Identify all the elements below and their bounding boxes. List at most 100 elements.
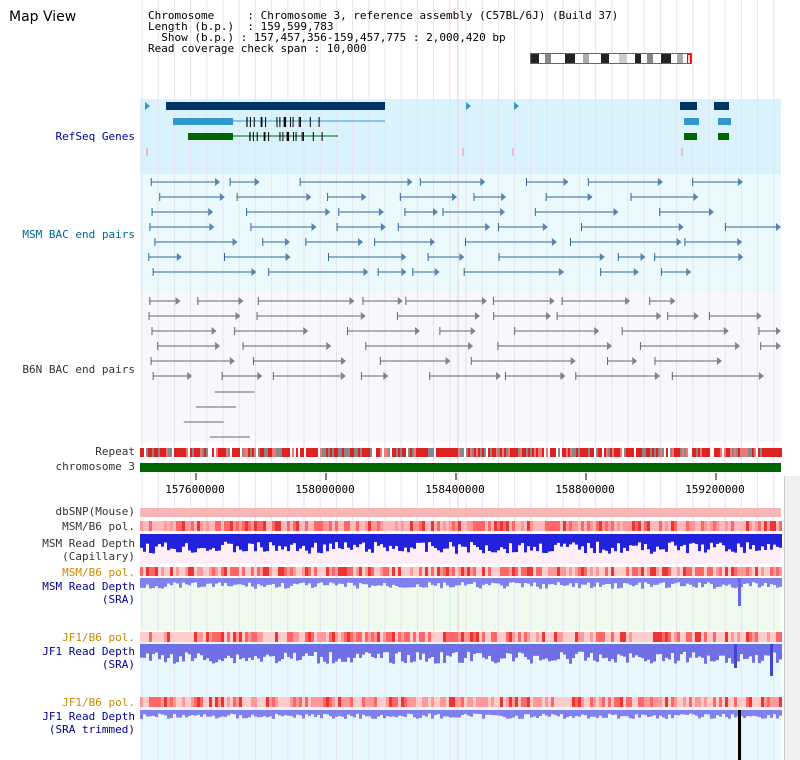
track-label-refseq[interactable]: RefSeq Genes — [55, 130, 135, 143]
repeat-block — [204, 448, 206, 457]
pol-cell — [722, 521, 725, 531]
pol-cell — [227, 697, 230, 707]
depth-bar — [638, 644, 641, 658]
repeat-block — [640, 448, 642, 457]
pol-cell — [440, 567, 443, 576]
depth-bar — [146, 644, 149, 654]
pol-cell — [746, 632, 749, 642]
depth-bar — [269, 578, 272, 585]
track-label-jf1-b6-pol[interactable]: JF1/B6 pol. — [62, 631, 135, 644]
depth-bar — [356, 644, 359, 654]
track-label-msm-bac[interactable]: MSM BAC end pairs — [22, 228, 135, 241]
track-label-msm-read-depth-sra[interactable]: MSM Read Depth — [42, 580, 135, 593]
repeat-block — [538, 448, 540, 457]
axis-tick-label: 159200000 — [685, 483, 745, 496]
depth-bar — [725, 578, 728, 586]
repeat-block — [722, 448, 724, 457]
depth-bar — [587, 578, 590, 583]
pol-cell — [320, 632, 323, 642]
pol-cell — [392, 521, 395, 531]
depth-bar — [731, 710, 734, 715]
depth-bar — [470, 710, 473, 717]
pol-cell — [236, 697, 239, 707]
depth-bar — [701, 578, 704, 588]
pol-cell — [542, 632, 545, 642]
pol-cell — [734, 567, 737, 576]
depth-bar — [404, 644, 407, 664]
depth-bar — [458, 644, 461, 663]
repeat-block — [664, 448, 666, 457]
pol-cell — [152, 697, 155, 707]
repeat-block — [668, 448, 670, 457]
pol-cell — [482, 521, 485, 531]
track-label-jf1-read-depth-trimmed[interactable]: JF1 Read Depth — [42, 710, 135, 723]
pol-cell — [350, 521, 353, 531]
depth-bar — [593, 578, 596, 587]
depth-bar — [557, 644, 560, 660]
depth-bar — [185, 644, 188, 653]
track-label-msm-b6-pol-2[interactable]: MSM/B6 pol. — [62, 566, 135, 579]
pol-cell — [200, 632, 203, 642]
pol-cell — [380, 521, 383, 531]
pol-cell — [713, 632, 716, 642]
depth-bar — [350, 578, 353, 583]
depth-bar — [170, 534, 173, 549]
depth-bar — [173, 578, 176, 583]
depth-bar — [377, 534, 380, 546]
pol-cell — [269, 567, 272, 576]
repeat-block — [708, 448, 710, 457]
repeat-block — [194, 448, 196, 457]
depth-bar — [521, 710, 524, 719]
pol-cell — [380, 697, 383, 707]
pol-cell — [506, 632, 509, 642]
depth-bar — [716, 578, 719, 587]
depth-bar — [476, 710, 479, 714]
repeat-block — [754, 448, 756, 457]
pol-cell — [446, 632, 449, 642]
ideogram-view-marker[interactable] — [687, 54, 691, 63]
depth-bar — [575, 644, 578, 654]
repeat-block — [716, 448, 718, 457]
pol-cell — [383, 567, 386, 576]
pol-cell — [656, 697, 659, 707]
depth-bar — [470, 534, 473, 543]
depth-bar — [581, 578, 584, 585]
track-label-chromosome[interactable]: chromosome 3 — [55, 460, 135, 473]
track-label-repeat[interactable]: Repeat — [95, 445, 135, 458]
depth-bar — [716, 644, 719, 661]
ideogram-band — [583, 54, 589, 63]
pol-cell — [188, 567, 191, 576]
pol-cell — [287, 697, 290, 707]
chromosome-ideogram[interactable] — [530, 53, 692, 64]
depth-bar — [293, 710, 296, 718]
pol-cell — [512, 632, 515, 642]
track-label-jf1-read-depth-sra[interactable]: JF1 Read Depth — [42, 645, 135, 658]
track-label-dbsnp[interactable]: dbSNP(Mouse) — [55, 505, 135, 518]
depth-bar — [227, 578, 230, 587]
repeat-block — [424, 448, 426, 457]
track-label-msm-b6-pol[interactable]: MSM/B6 pol. — [62, 520, 135, 533]
depth-bar — [479, 534, 482, 550]
repeat-block — [286, 448, 288, 457]
pol-cell — [269, 632, 272, 642]
depth-bar — [560, 644, 563, 653]
pol-cell — [302, 697, 305, 707]
track-label-msm-read-depth-capillary[interactable]: MSM Read Depth — [42, 537, 135, 550]
depth-bar — [662, 644, 665, 662]
pol-cell — [542, 697, 545, 707]
pol-cell — [284, 521, 287, 531]
pol-cell — [644, 567, 647, 576]
pol-cell — [149, 697, 152, 707]
bac-end — [676, 238, 682, 246]
depth-bar — [254, 710, 257, 717]
depth-bar — [143, 578, 146, 588]
pol-cell — [455, 632, 458, 642]
depth-bar — [605, 534, 608, 551]
track-label-jf1-b6-pol-2[interactable]: JF1/B6 pol. — [62, 696, 135, 709]
track-label-b6n-bac[interactable]: B6N BAC end pairs — [22, 363, 135, 376]
depth-bar — [548, 534, 551, 552]
pol-cell — [488, 697, 491, 707]
repeat-block — [498, 448, 500, 457]
vertical-scrollbar[interactable] — [784, 476, 800, 760]
depth-bar — [515, 578, 518, 584]
